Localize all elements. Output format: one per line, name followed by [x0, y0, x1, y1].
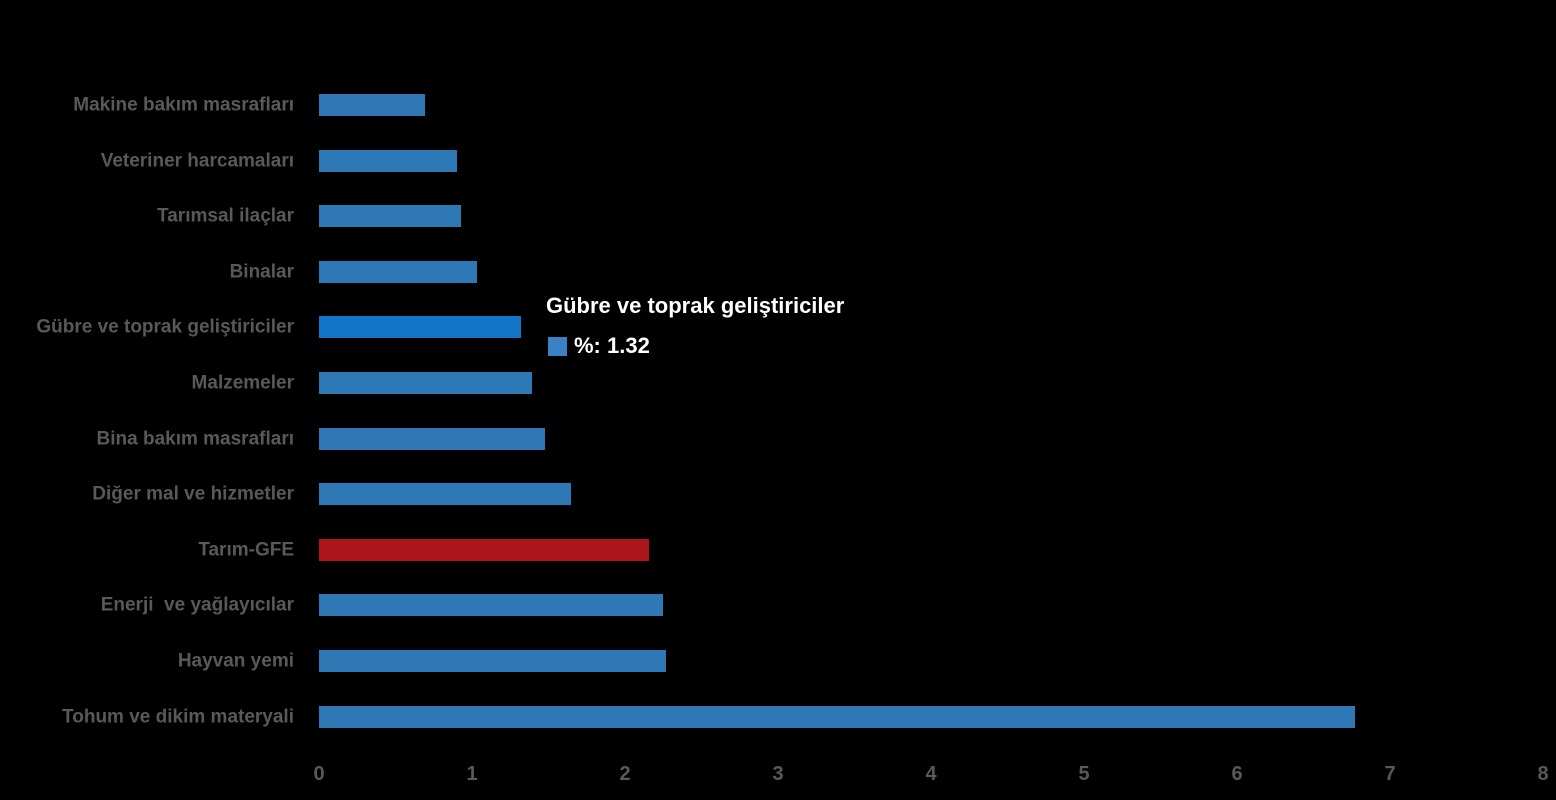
- category-label-gubre-ve-toprak-gelistiriciler: Gübre ve toprak geliştiriciler: [36, 316, 294, 338]
- bar-enerji-ve-yaglayicilar[interactable]: [319, 594, 663, 617]
- tooltip-value: %: 1.32: [574, 333, 650, 359]
- category-label-hayvan-yemi: Hayvan yemi: [177, 650, 294, 672]
- x-axis-tick-7: 7: [1384, 763, 1396, 785]
- tooltip-title: Gübre ve toprak geliştiriciler: [546, 293, 845, 318]
- bar-diger-mal-ve-hizmetler[interactable]: [319, 483, 571, 506]
- bar-malzemeler[interactable]: [319, 372, 532, 394]
- category-label-tarimsal-ilaclar: Tarımsal ilaçlar: [157, 205, 294, 227]
- x-axis-tick-1: 1: [466, 763, 478, 785]
- category-label-malzemeler: Malzemeler: [191, 372, 294, 394]
- bar-veteriner-harcamalari[interactable]: [319, 149, 457, 172]
- bar-tohum-ve-dikim-materyali[interactable]: [319, 705, 1355, 728]
- bar-gubre-ve-toprak-gelistiriciler[interactable]: [319, 316, 521, 339]
- x-axis-tick-6: 6: [1231, 763, 1243, 785]
- category-label-tarim-gfe: Tarım-GFE: [198, 539, 294, 561]
- x-axis-tick-8: 8: [1537, 763, 1549, 785]
- category-label-tohum-ve-dikim-materyali: Tohum ve dikim materyali: [62, 706, 294, 728]
- x-axis-tick-5: 5: [1078, 763, 1090, 785]
- x-axis-tick-4: 4: [925, 763, 937, 785]
- bar-binalar[interactable]: [319, 260, 477, 283]
- tooltip-legend-row: %: 1.32: [546, 335, 844, 357]
- category-label-makine-bakim-masraflari: Makine bakım masrafları: [73, 94, 294, 116]
- category-label-bina-bakim-masraflari: Bina bakım masrafları: [96, 428, 294, 450]
- bar-bina-bakim-masraflari[interactable]: [319, 427, 545, 450]
- bar-tarim-gfe[interactable]: [319, 538, 649, 561]
- bar-makine-bakim-masraflari[interactable]: [319, 94, 425, 116]
- category-label-binalar: Binalar: [229, 261, 294, 283]
- legend-swatch-icon: [548, 336, 567, 356]
- category-label-diger-mal-ve-hizmetler: Diğer mal ve hizmetler: [92, 483, 294, 505]
- x-axis-tick-3: 3: [772, 763, 784, 785]
- x-axis-tick-2: 2: [619, 763, 631, 785]
- tooltip: Gübre ve toprak geliştiriciler %: 1.32: [546, 293, 844, 357]
- x-axis-tick-0: 0: [313, 763, 325, 785]
- bar-tarimsal-ilaclar[interactable]: [319, 205, 461, 228]
- bar-hayvan-yemi[interactable]: [319, 650, 666, 672]
- category-label-enerji-ve-yaglayicilar: Enerji ve yağlayıcılar: [100, 594, 294, 616]
- category-label-veteriner-harcamalari: Veteriner harcamaları: [100, 150, 294, 172]
